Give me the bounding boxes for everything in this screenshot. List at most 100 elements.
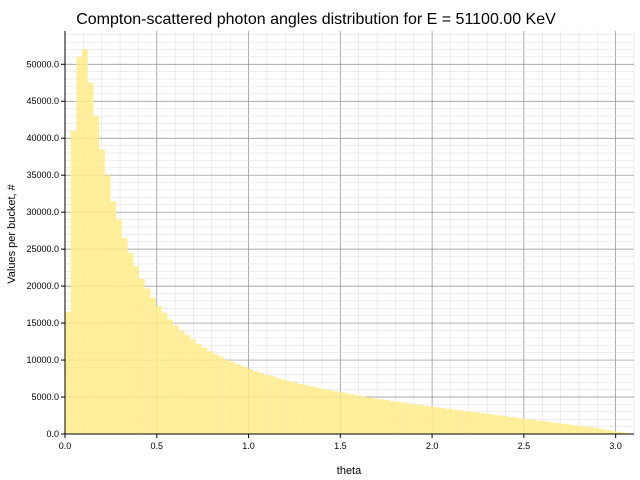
histogram-bar (76, 56, 83, 434)
histogram-bar (161, 312, 168, 434)
histogram-bar (298, 384, 304, 434)
histogram-bar (286, 381, 293, 434)
histogram-bar (548, 422, 555, 434)
histogram-bar (65, 311, 71, 434)
histogram-bar (599, 428, 606, 434)
y-tick-label: 30000.0 (26, 207, 59, 217)
x-axis-label: theta (337, 465, 362, 477)
histogram-bar (468, 411, 475, 434)
histogram-bar (588, 427, 595, 434)
histogram-bar (571, 425, 578, 434)
histogram-bar (377, 399, 384, 434)
histogram-bar (127, 252, 134, 434)
histogram-bar (497, 415, 504, 434)
histogram-bar (315, 387, 322, 434)
histogram-bar (235, 364, 242, 434)
histogram-bar (406, 403, 413, 434)
histogram-bar (594, 428, 600, 434)
histogram-bar (429, 406, 435, 434)
y-axis-ticks: 0.0 5000.0 10000.0 15000.0 20000.0 25000.0 300… (26, 59, 65, 439)
histogram-bar (184, 334, 191, 434)
y-tick-label: 35000.0 (26, 170, 59, 180)
histogram-bar (309, 386, 316, 434)
histogram-bar (173, 325, 179, 434)
histogram-bar (264, 374, 270, 434)
histogram-bar (389, 401, 396, 434)
histogram-bar (474, 412, 481, 434)
x-tick-label: 2.0 (426, 441, 439, 451)
histogram-bar (395, 401, 401, 434)
y-tick-label: 45000.0 (26, 96, 59, 106)
histogram-bar (241, 366, 248, 434)
y-tick-label: 40000.0 (26, 133, 59, 143)
y-tick-label: 10000.0 (26, 355, 59, 365)
histogram-bar (457, 410, 464, 434)
histogram-bar (292, 382, 299, 434)
histogram-bar (622, 432, 629, 434)
histogram-bar (150, 297, 157, 434)
histogram-bar (611, 430, 617, 434)
y-tick-label: 25000.0 (26, 244, 59, 254)
histogram-bar (326, 390, 333, 434)
histogram-bar (451, 409, 458, 434)
histogram-bar (258, 372, 265, 434)
x-axis-ticks: 0.0 0.5 1.0 1.5 2.0 2.5 3.0 (59, 434, 622, 451)
histogram-bar (110, 201, 117, 434)
histogram-bar (400, 402, 407, 434)
histogram-bar (138, 278, 145, 434)
y-tick-label: 5000.0 (31, 392, 59, 402)
histogram-bar (156, 306, 162, 434)
histogram-bar (144, 288, 151, 434)
histogram-bar (463, 411, 469, 434)
x-tick-label: 0.0 (59, 441, 72, 451)
histogram-bar (542, 421, 549, 434)
histogram-bar (87, 82, 94, 434)
y-tick-label: 20000.0 (26, 281, 59, 291)
x-tick-label: 1.0 (242, 441, 255, 451)
histogram-bar (275, 378, 282, 434)
histogram-bar (531, 419, 538, 434)
histogram-bar (70, 130, 77, 434)
histogram-bar (491, 414, 498, 434)
histogram-bar (207, 351, 213, 434)
histogram-bar (554, 422, 561, 434)
histogram-bar (212, 354, 219, 434)
histogram-bar (99, 149, 105, 434)
histogram-bar (577, 425, 583, 434)
chart-title: Compton-scattered photon angles distribu… (76, 11, 556, 28)
histogram-bar (349, 394, 356, 434)
y-tick-label: 15000.0 (26, 318, 59, 328)
histogram-bar (440, 408, 447, 434)
x-tick-label: 0.5 (151, 441, 164, 451)
x-tick-label: 3.0 (609, 441, 622, 451)
histogram-bar (116, 219, 122, 434)
x-tick-label: 1.5 (334, 441, 347, 451)
histogram-bar (93, 116, 100, 435)
histogram-bar (480, 413, 487, 434)
histogram-bar (582, 426, 589, 434)
histogram-bar (230, 362, 236, 434)
histogram-bar (383, 399, 390, 434)
histogram-bar (605, 429, 612, 434)
histogram-bar (252, 371, 259, 434)
histogram-bar (560, 423, 566, 434)
histogram-bar (508, 416, 515, 434)
histogram-bar (525, 419, 532, 434)
histogram-bar (82, 49, 88, 435)
histogram-bar (355, 395, 361, 434)
histogram-bar (366, 397, 373, 434)
histogram-bar (338, 392, 344, 434)
histogram-bar (565, 424, 572, 434)
histogram-bar (321, 388, 327, 434)
histogram-bar (195, 343, 202, 434)
y-tick-label: 0.0 (46, 429, 59, 439)
y-axis-label: Values per bucket, # (6, 183, 18, 283)
histogram-bar (446, 408, 452, 434)
histogram-bar (417, 405, 424, 434)
histogram-bar (434, 407, 441, 434)
histogram-bar (360, 396, 367, 434)
histogram-bar (133, 266, 139, 434)
histogram-bar (303, 385, 310, 434)
x-tick-label: 2.5 (518, 441, 531, 451)
